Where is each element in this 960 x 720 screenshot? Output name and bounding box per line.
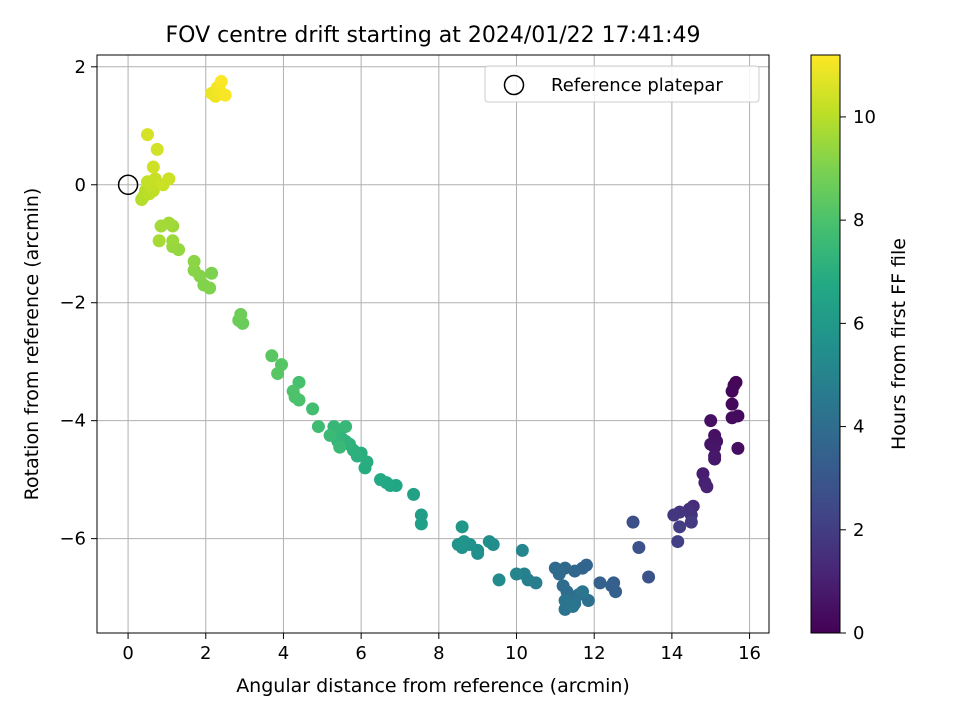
data-point xyxy=(642,570,656,584)
data-point xyxy=(515,543,529,557)
data-point xyxy=(374,473,388,487)
x-axis-label: Angular distance from reference (arcmin) xyxy=(236,675,630,697)
data-point xyxy=(482,535,496,549)
y-axis-label: Rotation from reference (arcmin) xyxy=(21,188,43,501)
data-point xyxy=(339,420,353,434)
colorbar-tick-label: 4 xyxy=(853,417,864,438)
colorbar: 0 2 4 6 8 10 Hours from first FF file xyxy=(810,54,910,644)
legend-marker xyxy=(503,74,525,96)
data-point xyxy=(286,384,300,398)
y-tick-label: 2 xyxy=(75,57,86,78)
y-tick-label: −6 xyxy=(59,529,86,550)
x-tick-label: 8 xyxy=(433,643,444,664)
x-axis-ticks: 0 2 4 6 8 10 12 14 16 xyxy=(122,633,761,664)
data-point xyxy=(407,487,421,501)
data-point xyxy=(576,585,590,599)
data-point xyxy=(140,128,154,142)
data-point xyxy=(593,576,607,590)
colorbar-tick-label: 6 xyxy=(853,313,864,334)
x-tick-label: 0 xyxy=(122,643,133,664)
data-point xyxy=(725,411,739,425)
data-point xyxy=(510,567,524,581)
data-point xyxy=(725,397,739,411)
x-tick-label: 12 xyxy=(583,643,606,664)
data-point xyxy=(306,402,320,416)
data-point xyxy=(455,520,469,534)
colorbar-ticks: 0 2 4 6 8 10 xyxy=(840,107,876,644)
data-point xyxy=(162,172,176,186)
data-point xyxy=(265,349,279,363)
data-point xyxy=(271,366,285,380)
data-point xyxy=(708,452,722,466)
x-tick-label: 14 xyxy=(660,643,683,664)
data-point xyxy=(451,538,465,552)
x-tick-label: 4 xyxy=(278,643,289,664)
plot-frame xyxy=(96,54,770,634)
colorbar-frame xyxy=(810,54,841,634)
data-point xyxy=(667,508,681,522)
reference-platepar-marker xyxy=(117,174,139,196)
colorbar-tick-label: 10 xyxy=(853,107,876,128)
data-point xyxy=(214,75,228,89)
data-point xyxy=(234,308,248,322)
data-point xyxy=(166,234,180,248)
data-point xyxy=(725,384,739,398)
data-point xyxy=(671,535,685,549)
colorbar-tick-label: 0 xyxy=(853,623,864,644)
y-tick-label: −4 xyxy=(59,411,86,432)
data-point xyxy=(146,160,160,174)
x-tick-label: 2 xyxy=(200,643,211,664)
data-point xyxy=(323,428,337,442)
data-point xyxy=(152,234,166,248)
data-point xyxy=(311,420,325,434)
data-point xyxy=(492,573,506,587)
data-point xyxy=(704,414,718,428)
data-point xyxy=(684,515,698,529)
data-point xyxy=(626,515,640,529)
data-point xyxy=(218,88,232,102)
x-tick-label: 10 xyxy=(505,643,528,664)
data-point xyxy=(700,480,714,494)
data-point xyxy=(548,561,562,575)
data-point xyxy=(154,219,168,233)
legend-entry-reference-platepar: Reference platepar xyxy=(551,75,723,96)
colorbar-tick-label: 2 xyxy=(853,520,864,541)
data-point xyxy=(632,540,646,554)
chart-title: FOV centre drift starting at 2024/01/22 … xyxy=(166,23,701,48)
y-axis-ticks: −6 −4 −2 0 2 xyxy=(59,57,97,550)
colorbar-label: Hours from first FF file xyxy=(888,238,910,450)
colorbar-tick-label: 8 xyxy=(853,210,864,231)
colorbar-gradient xyxy=(811,55,840,633)
data-point xyxy=(731,441,745,455)
data-point xyxy=(333,440,347,454)
x-tick-label: 16 xyxy=(738,643,761,664)
legend: Reference platepar xyxy=(484,65,760,103)
data-point xyxy=(414,517,428,531)
data-point xyxy=(566,599,580,613)
data-point xyxy=(205,266,219,280)
data-point xyxy=(673,520,687,534)
data-point xyxy=(150,142,164,156)
data-point xyxy=(187,254,201,268)
y-tick-label: −2 xyxy=(59,293,86,314)
data-point xyxy=(605,579,619,593)
grid-lines xyxy=(97,55,769,633)
y-tick-label: 0 xyxy=(75,175,86,196)
legend-box xyxy=(484,65,760,103)
x-tick-label: 6 xyxy=(355,643,366,664)
data-points xyxy=(135,75,745,616)
